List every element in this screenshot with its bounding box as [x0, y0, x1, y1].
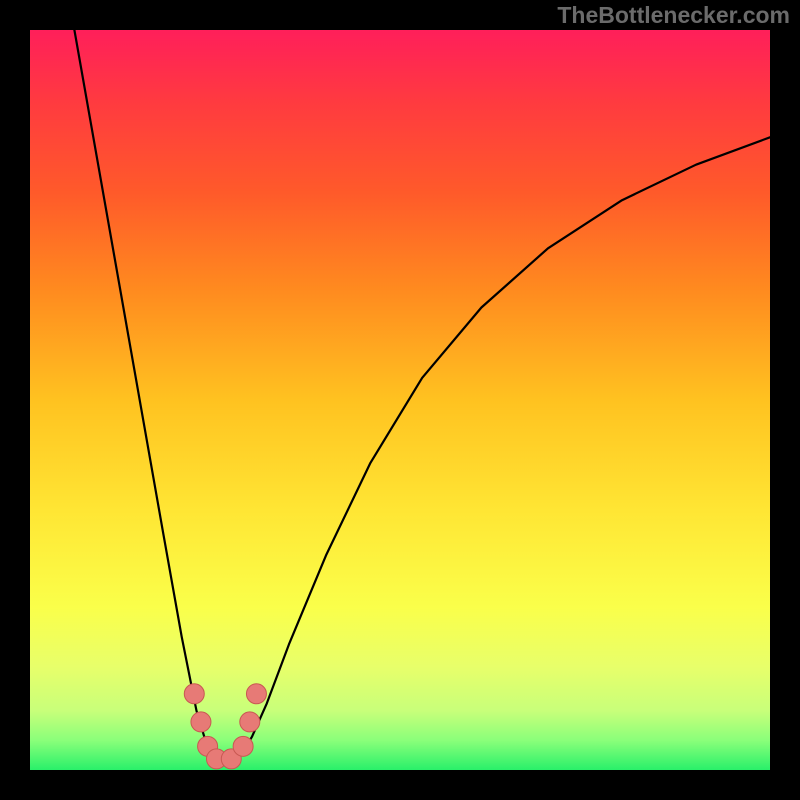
marker-layer: [30, 30, 770, 770]
watermark-text: TheBottlenecker.com: [557, 2, 790, 29]
data-marker: [184, 684, 204, 704]
chart-canvas: TheBottlenecker.com: [0, 0, 800, 800]
plot-area: [30, 30, 770, 770]
data-marker: [233, 736, 253, 756]
data-marker: [240, 712, 260, 732]
data-marker: [191, 712, 211, 732]
data-marker: [246, 684, 266, 704]
